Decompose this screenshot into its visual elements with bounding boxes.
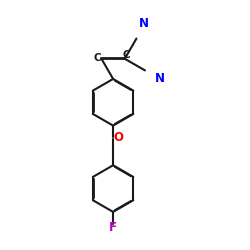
Text: O: O <box>113 131 123 144</box>
Text: C: C <box>122 50 130 59</box>
Text: F: F <box>109 221 117 234</box>
Text: C: C <box>94 52 101 62</box>
Text: N: N <box>155 72 165 85</box>
Text: N: N <box>138 17 148 30</box>
